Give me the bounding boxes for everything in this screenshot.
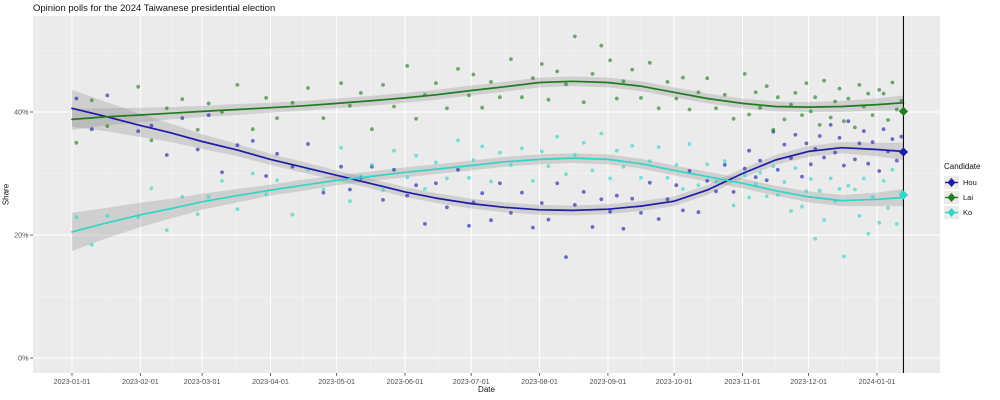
x-tick-label: 2023-12-01: [790, 377, 827, 386]
legend-item-lai: Lai: [944, 190, 980, 204]
ci-ribbon-hou: [72, 89, 904, 216]
legend-key-ko: [944, 205, 959, 219]
y-tick-label: 0%: [18, 354, 29, 363]
legend-label-ko: Ko: [963, 207, 973, 217]
grid-major: [33, 16, 940, 373]
legend-item-hou: Hou: [944, 175, 980, 189]
result-diamond-hou: [898, 147, 909, 157]
result-diamond-lai: [898, 106, 909, 116]
x-axis-title: Date: [478, 385, 495, 394]
legend-item-ko: Ko: [944, 205, 980, 219]
grid-minor: [33, 16, 940, 373]
trend-lines: [71, 80, 905, 233]
trend-line-lai: [71, 80, 905, 121]
legend-key-hou: [944, 175, 959, 189]
diamond-line-icon: [945, 207, 958, 217]
trend-line-ko: [71, 157, 905, 233]
y-tick-label: 20%: [14, 231, 29, 240]
legend-key-lai: [944, 190, 959, 204]
legend: Candidate Hou Lai: [944, 162, 980, 220]
x-tick-label: 2023-08-01: [521, 377, 558, 386]
legend-title: Candidate: [944, 162, 981, 171]
x-tick-label: 2023-11-01: [724, 377, 760, 386]
x-tick-label: 2023-01-01: [54, 377, 91, 386]
y-tick-label: 40%: [14, 108, 29, 117]
x-tick-label: 2023-10-01: [656, 377, 693, 386]
x-tick-label: 2023-07-01: [453, 377, 490, 386]
poll-points: [74, 34, 904, 259]
x-tick-label: 2023-06-01: [387, 377, 424, 386]
chart-title: Opinion polls for the 2024 Taiwanese pre…: [33, 3, 276, 14]
diamond-line-icon: [945, 177, 958, 187]
x-tick-label: 2023-09-01: [590, 377, 627, 386]
diamond-line-icon: [945, 192, 958, 202]
y-axis-title: Share: [1, 183, 11, 206]
x-tick-label: 2023-02-01: [122, 377, 159, 386]
x-tick-label: 2023-03-01: [184, 377, 221, 386]
x-tick-label: 2023-04-01: [252, 377, 289, 386]
legend-label-lai: Lai: [963, 192, 974, 202]
result-diamond-ko: [898, 190, 909, 200]
points-lai: [74, 34, 904, 145]
result-markers: [898, 106, 909, 200]
axis-ticks: 2023-01-01 2023-02-01 2023-03-01 2023-04-01…: [14, 108, 895, 387]
trend-line-hou: [71, 107, 905, 212]
x-tick-label: 2023-05-01: [318, 377, 355, 386]
x-tick-label: 2024-01-01: [859, 377, 896, 386]
ci-ribbon-ko: [72, 153, 904, 251]
plot-panel: [33, 16, 940, 373]
legend-label-hou: Hou: [963, 177, 977, 187]
points-ko: [74, 131, 904, 259]
